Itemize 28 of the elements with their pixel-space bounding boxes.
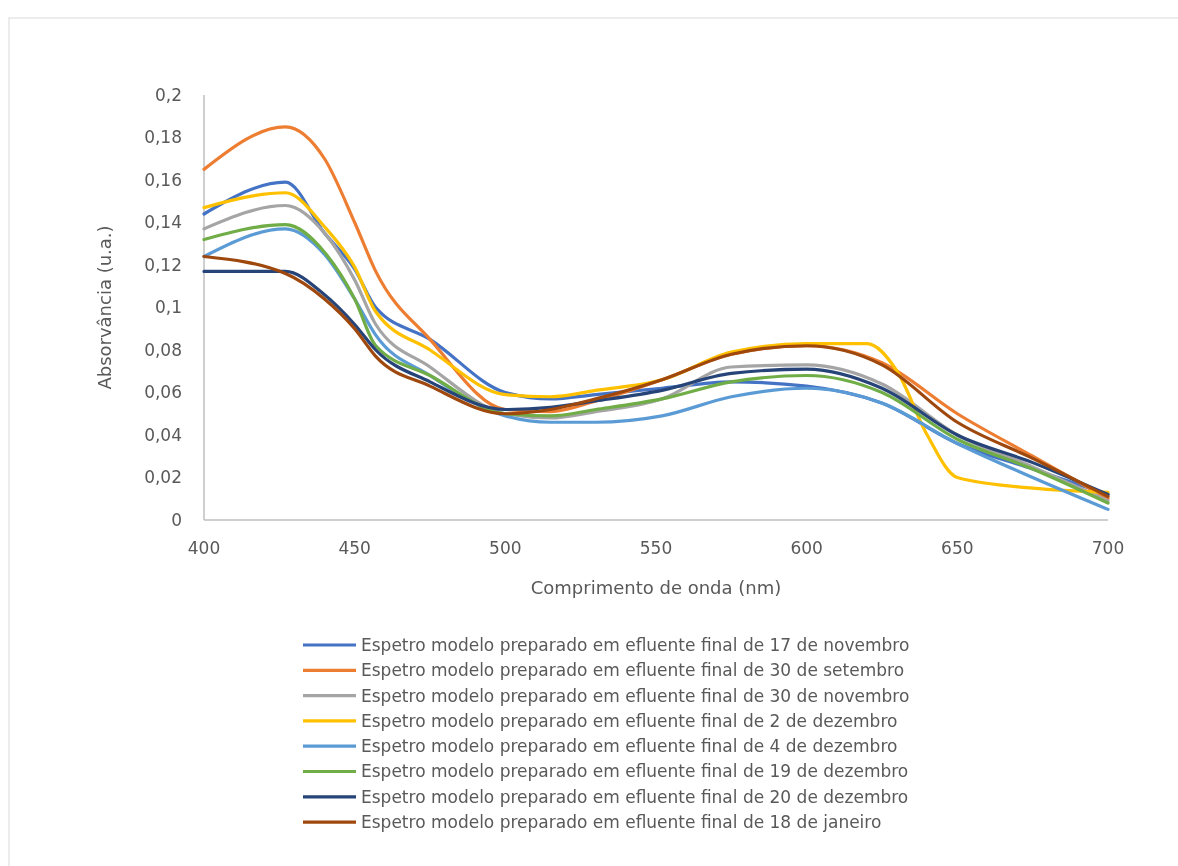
y-tick-label: 0,12 <box>144 254 182 275</box>
y-tick-label: 0,2 <box>154 84 182 105</box>
x-tick-label: 400 <box>187 538 221 558</box>
x-tick-label: 550 <box>639 538 673 558</box>
legend-label: Espetro modelo preparado em efluente final de 30 de setembro <box>361 660 905 681</box>
y-tick-label: 0,02 <box>144 467 182 488</box>
x-tick-label: 600 <box>790 538 823 558</box>
y-tick-label: 0,14 <box>144 212 182 233</box>
legend-label: Espetro modelo preparado em efluente final de 30 de novembro <box>361 685 910 706</box>
legend-label: Espetro modelo preparado em efluente final de 4 de dezembro <box>361 736 898 757</box>
y-tick-label: 0,08 <box>144 339 182 360</box>
x-tick-label: 650 <box>941 538 974 558</box>
y-axis-title: Absorvância (u.a.) <box>94 225 115 390</box>
legend-label: Espetro modelo preparado em efluente final de 2 de dezembro <box>361 710 898 731</box>
legend-label: Espetro modelo preparado em efluente final de 17 de novembro <box>361 634 910 655</box>
y-tick-label: 0,1 <box>154 297 182 318</box>
y-tick-label: 0 <box>171 509 182 530</box>
y-tick-label: 0,18 <box>144 127 182 148</box>
y-tick-label: 0,04 <box>144 424 182 445</box>
legend-label: Espetro modelo preparado em efluente final de 18 de janeiro <box>361 812 882 833</box>
x-tick-label: 700 <box>1091 538 1125 558</box>
x-tick-label: 450 <box>338 538 371 558</box>
y-tick-label: 0,16 <box>144 169 182 190</box>
x-axis-title: Comprimento de onda (nm) <box>530 577 782 598</box>
legend-label: Espetro modelo preparado em efluente final de 20 de dezembro <box>361 786 909 807</box>
legend-label: Espetro modelo preparado em efluente final de 19 de dezembro <box>361 761 909 782</box>
x-tick-label: 500 <box>489 538 522 558</box>
y-tick-label: 0,06 <box>144 382 182 403</box>
